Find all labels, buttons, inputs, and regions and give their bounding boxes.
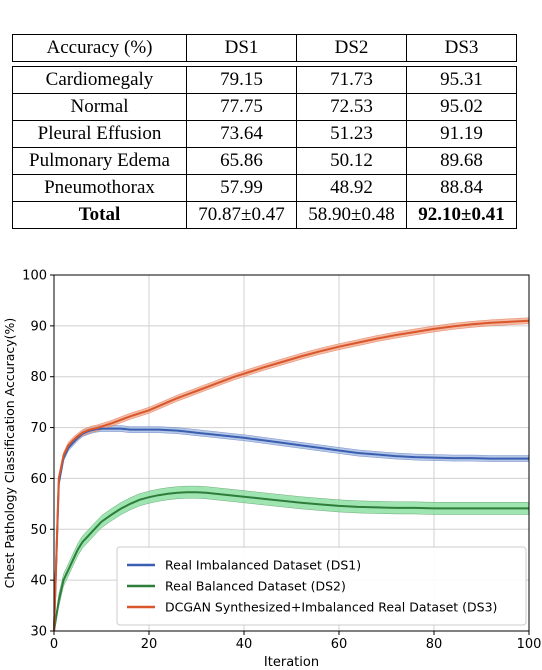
- table-row: Normal 77.75 72.53 95.02: [12, 93, 517, 121]
- series-line-1: [53, 491, 529, 632]
- table-total-cell: Total: [12, 201, 187, 229]
- series-line-2: [53, 319, 530, 632]
- y-tick-label: 70: [30, 421, 47, 436]
- table-header-cell: Accuracy (%): [12, 34, 187, 62]
- accuracy-table-wrapper: Accuracy (%) DS1 DS2 DS3 Cardiomegaly 79.15 71…: [12, 34, 517, 229]
- legend-box: [116, 546, 527, 626]
- table-cell: 51.23: [296, 120, 407, 148]
- legend-label: Real Balanced Dataset (DS2): [165, 579, 346, 594]
- accuracy-table: Accuracy (%) DS1 DS2 DS3 Cardiomegaly 79.15 71…: [12, 34, 517, 229]
- table-header-row: Accuracy (%) DS1 DS2 DS3: [12, 34, 517, 62]
- plot-frame: [53, 274, 530, 632]
- table-total-cell: 70.87±0.47: [186, 201, 297, 229]
- x-tick-label: 20: [141, 637, 158, 652]
- table-cell: Pneumothorax: [12, 174, 187, 202]
- table-cell: Pleural Effusion: [12, 120, 187, 148]
- table-header-cell: DS3: [406, 34, 517, 62]
- y-tick-label: 30: [30, 625, 47, 640]
- y-tick-label: 60: [30, 472, 47, 487]
- table-row: Pneumothorax 57.99 48.92 88.84: [12, 174, 517, 202]
- x-tick-label: 80: [426, 637, 443, 652]
- table-cell: 89.68: [406, 147, 517, 175]
- x-tick-label: 0: [50, 637, 58, 652]
- table-cell: 71.73: [296, 66, 407, 94]
- table-header-cell: DS1: [186, 34, 297, 62]
- table-cell: 57.99: [186, 174, 297, 202]
- table-cell: 91.19: [406, 120, 517, 148]
- table-cell: 88.84: [406, 174, 517, 202]
- y-axis-label: Chest Pathology Classification Accuracy(…: [2, 318, 17, 589]
- table-total-row: Total 70.87±0.47 58.90±0.48 92.10±0.41: [12, 201, 517, 229]
- table-cell: Normal: [12, 93, 187, 121]
- table-cell: 73.64: [186, 120, 297, 148]
- x-axis-label: Iteration: [264, 655, 319, 670]
- table-cell: Cardiomegaly: [12, 66, 187, 94]
- table-cell: 72.53: [296, 93, 407, 121]
- table-cell: 79.15: [186, 66, 297, 94]
- y-tick-label: 100: [22, 269, 47, 284]
- table-row: Pulmonary Edema 65.86 50.12 89.68: [12, 147, 517, 175]
- table-cell: 48.92: [296, 174, 407, 202]
- table-header-cell: DS2: [296, 34, 407, 62]
- accuracy-line-chart: 0 20 40 60 80 100 30 40 50 60 70 80 90 100 Iteration Ch…: [2, 269, 542, 670]
- y-tick-label: 80: [30, 370, 47, 385]
- legend-label: DCGAN Synthesized+Imbalanced Real Datase…: [165, 600, 497, 615]
- table-total-cell: 92.10±0.41: [406, 201, 517, 229]
- y-tick-label: 50: [30, 523, 47, 538]
- x-tick-label: 60: [331, 637, 348, 652]
- table-total-cell: 58.90±0.48: [296, 201, 407, 229]
- table-cell: 50.12: [296, 147, 407, 175]
- table-cell: Pulmonary Edema: [12, 147, 187, 175]
- table-cell: 95.31: [406, 66, 517, 94]
- y-tick-label: 40: [30, 574, 47, 589]
- table-row: Pleural Effusion 73.64 51.23 91.19: [12, 120, 517, 148]
- table-cell: 65.86: [186, 147, 297, 175]
- table-row: Cardiomegaly 79.15 71.73 95.31: [12, 66, 517, 94]
- x-tick-label: 40: [236, 637, 253, 652]
- legend-label: Real Imbalanced Dataset (DS1): [165, 558, 361, 573]
- y-tick-label: 90: [30, 319, 47, 334]
- table-cell: 77.75: [186, 93, 297, 121]
- table-cell: 95.02: [406, 93, 517, 121]
- x-tick-label: 100: [517, 637, 542, 652]
